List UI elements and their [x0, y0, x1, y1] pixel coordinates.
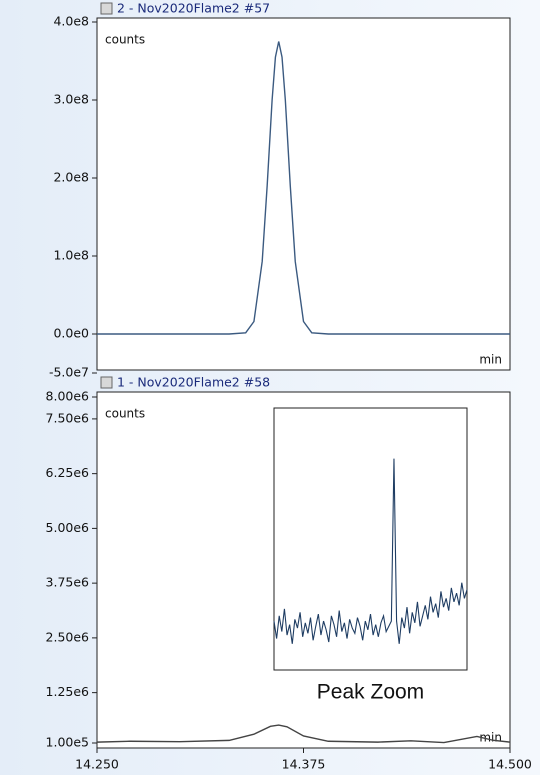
chart-title: 2 - Nov2020Flame2 #57 [117, 1, 270, 16]
y-tick-label: 1.00e5 [46, 735, 89, 750]
y-tick-label: 2.0e8 [53, 170, 89, 185]
chart-title: 1 - Nov2020Flame2 #58 [117, 375, 270, 390]
y-tick-label: 0.0e0 [53, 326, 89, 341]
y-tick-label: 2.50e6 [46, 629, 90, 644]
data-line [96, 724, 511, 744]
y-tick-label: 6.25e6 [46, 465, 90, 480]
x-tick-label: 14.500 [488, 757, 532, 772]
y-tick-label: 8.00e6 [46, 389, 90, 404]
plot-area [96, 17, 511, 371]
y-axis-label: counts [105, 407, 145, 421]
x-tick-label: 14.250 [75, 757, 119, 772]
y-tick-label: 3.0e8 [53, 92, 89, 107]
x-tick-label: 14.375 [282, 757, 326, 772]
inset-frame [273, 407, 468, 671]
y-tick-label: 5.00e6 [46, 520, 90, 535]
y-tick-label: 7.50e6 [46, 410, 90, 425]
title-icon [100, 2, 113, 15]
title-icon [100, 376, 113, 389]
data-line [97, 41, 510, 335]
y-tick-label: 3.75e6 [46, 575, 90, 590]
inset-caption: Peak Zoom [317, 681, 424, 704]
y-tick-label: 4.0e8 [53, 14, 89, 29]
y-tick-label: 1.0e8 [53, 248, 89, 263]
x-axis-label: min [479, 353, 502, 367]
y-tick-label: -5.0e7 [49, 365, 89, 380]
y-tick-label: 1.25e6 [46, 684, 90, 699]
inset-line [273, 458, 468, 644]
y-axis-label: counts [105, 33, 145, 47]
